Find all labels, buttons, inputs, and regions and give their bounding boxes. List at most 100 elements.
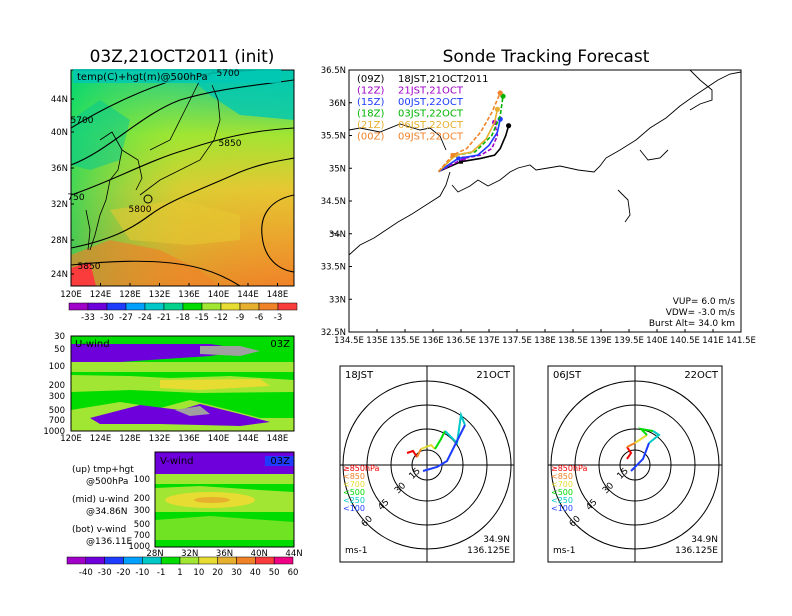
lon-tick-label: 132E [149,290,171,300]
colorbar-swatch [182,302,203,311]
hodo-level-label: <700 [551,480,573,489]
colorbar-swatch [123,556,143,565]
colorbar-label: -30 [100,313,114,323]
panel-legend: (up) tmp+hgt @500hPa (mid) u-wind @34.86… [72,465,134,547]
track-line [438,109,499,173]
colorbar-label: -6 [255,313,263,323]
vwind-x-label: 36N [216,549,233,559]
track-lat-label: 35.5N [321,132,346,142]
legend-bot-line2: @136.11E [86,537,132,547]
main-title: Sonde Tracking Forecast [443,47,650,67]
uwind-y-label: 30 [54,332,65,342]
track-lon-label: 134.5E [334,336,364,346]
temp-lon-ticks: 120E 124E 128E 132E 136E 140E 144E 148E [60,283,288,300]
contour-label: 5850 [219,139,242,149]
colorbar-swatch [239,302,260,311]
track-lat-ticks: 36.5N 36N 35.5N 35N 34.5N 34N 33.5N 33N 32.5N [321,66,352,338]
colorbar-swatch [87,302,108,311]
launch-legend-utc: (00Z) [357,132,384,143]
track-lon-label: 141.5E [726,336,756,346]
track-lon-label: 138.5E [558,336,588,346]
colorbar-swatch [258,302,279,311]
uwind-x-label: 132E [149,434,171,444]
hodo-level-label: ≥850hPa [343,464,380,473]
launch-legend-utc: (21Z) [357,120,384,131]
track-lat-label: 33.5N [321,263,346,273]
launch-legend-jst: 21JST,21OCT [398,86,464,97]
track-burst-marker [450,153,455,158]
contour-label: 5700 [217,69,240,79]
lon-tick-label: 140E [208,290,230,300]
hodo-level-label: <700 [343,480,365,489]
contour-label: 5850 [78,262,101,272]
track-lat-label: 36N [329,99,346,109]
vwind-y-label: 1000 [128,542,150,552]
hodo-level-label: <850 [551,472,573,481]
colorbar-label: -30 [98,568,112,578]
launch-legend-utc: (18Z) [357,109,384,120]
hodo-trace [406,449,418,458]
track-lon-label: 138E [534,336,556,346]
colorbar-label: 60 [288,568,299,578]
colorbar-label: -3 [274,313,282,323]
launch-legend-jst: 03JST,22OCT [398,109,464,120]
vwind-y-label: 200 [134,494,150,504]
colorbar-label: -15 [195,313,209,323]
uwind-y-label: 700 [49,416,65,426]
hodo-level-label: <500 [551,488,573,497]
contour-label-group: 5700 5700 5850 5800 5850 750 [67,69,241,272]
hodo-trace [630,442,650,472]
lon-tick-label: 124E [90,290,112,300]
launch-legend-utc: (09Z) [357,74,384,85]
colorbar-label: 30 [231,568,242,578]
hodo-lat: 34.9N [691,535,718,545]
hodo-trace [434,430,446,450]
uwind-y-label: 50 [54,345,65,355]
launch-legend-jst: 09JST,22OCT [398,132,464,143]
track-landing-point [494,106,500,112]
track-burst-marker [456,156,461,161]
colorbar-swatch [163,302,184,311]
vwind-x-label: 32N [181,549,198,559]
uwind-x-label: 140E [208,434,230,444]
track-lon-label: 140E [646,336,668,346]
track-lon-label: 136E [422,336,444,346]
lon-tick-label: 120E [60,290,82,300]
hodo-trace [422,424,466,472]
colorbar-label: -24 [138,313,152,323]
hodo-trace [626,446,633,460]
track-lon-label: 135.5E [390,336,420,346]
hodo-level-label: <250 [343,496,365,505]
legend-mid-line2: @34.86N [86,507,128,517]
track-lat-label: 34.5N [321,197,346,207]
track-lat-label: 33N [329,295,346,305]
track-lon-label: 135E [366,336,388,346]
hodo-lat: 34.9N [483,535,510,545]
hodo-unit: ms-1 [345,546,367,556]
lon-tick-label: 128E [119,290,141,300]
uwind-x-label: 148E [267,434,289,444]
vwind-label: V-wind [160,456,194,467]
lat-tick-label: 32N [51,200,68,210]
track-lon-label: 137E [478,336,500,346]
track-paths [437,90,512,173]
hodo-level-label: <100 [551,504,573,513]
colorbar-label: -12 [214,313,228,323]
lat-tick-label: 36N [51,164,68,174]
legend-bot-line1: (bot) v-wind [72,525,126,535]
uwind-panel [71,336,294,431]
uwind-x-label: 136E [178,434,200,444]
lon-tick-label: 136E [178,290,200,300]
track-burst-marker [461,156,466,161]
uwind-y-label: 300 [49,392,65,402]
hodo-level-label: <850 [343,472,365,481]
track-lon-label: 139E [590,336,612,346]
legend-up-line1: (up) tmp+hgt [72,465,134,475]
uwind-x-label: 144E [237,434,259,444]
colorbar-label: -27 [119,313,133,323]
track-map-frame [348,69,742,333]
contour-label: 5800 [129,205,152,215]
param-burst: Burst Alt= 34.0 km [649,319,735,329]
launch-legend-jst: 06JST,22OCT [398,120,464,131]
